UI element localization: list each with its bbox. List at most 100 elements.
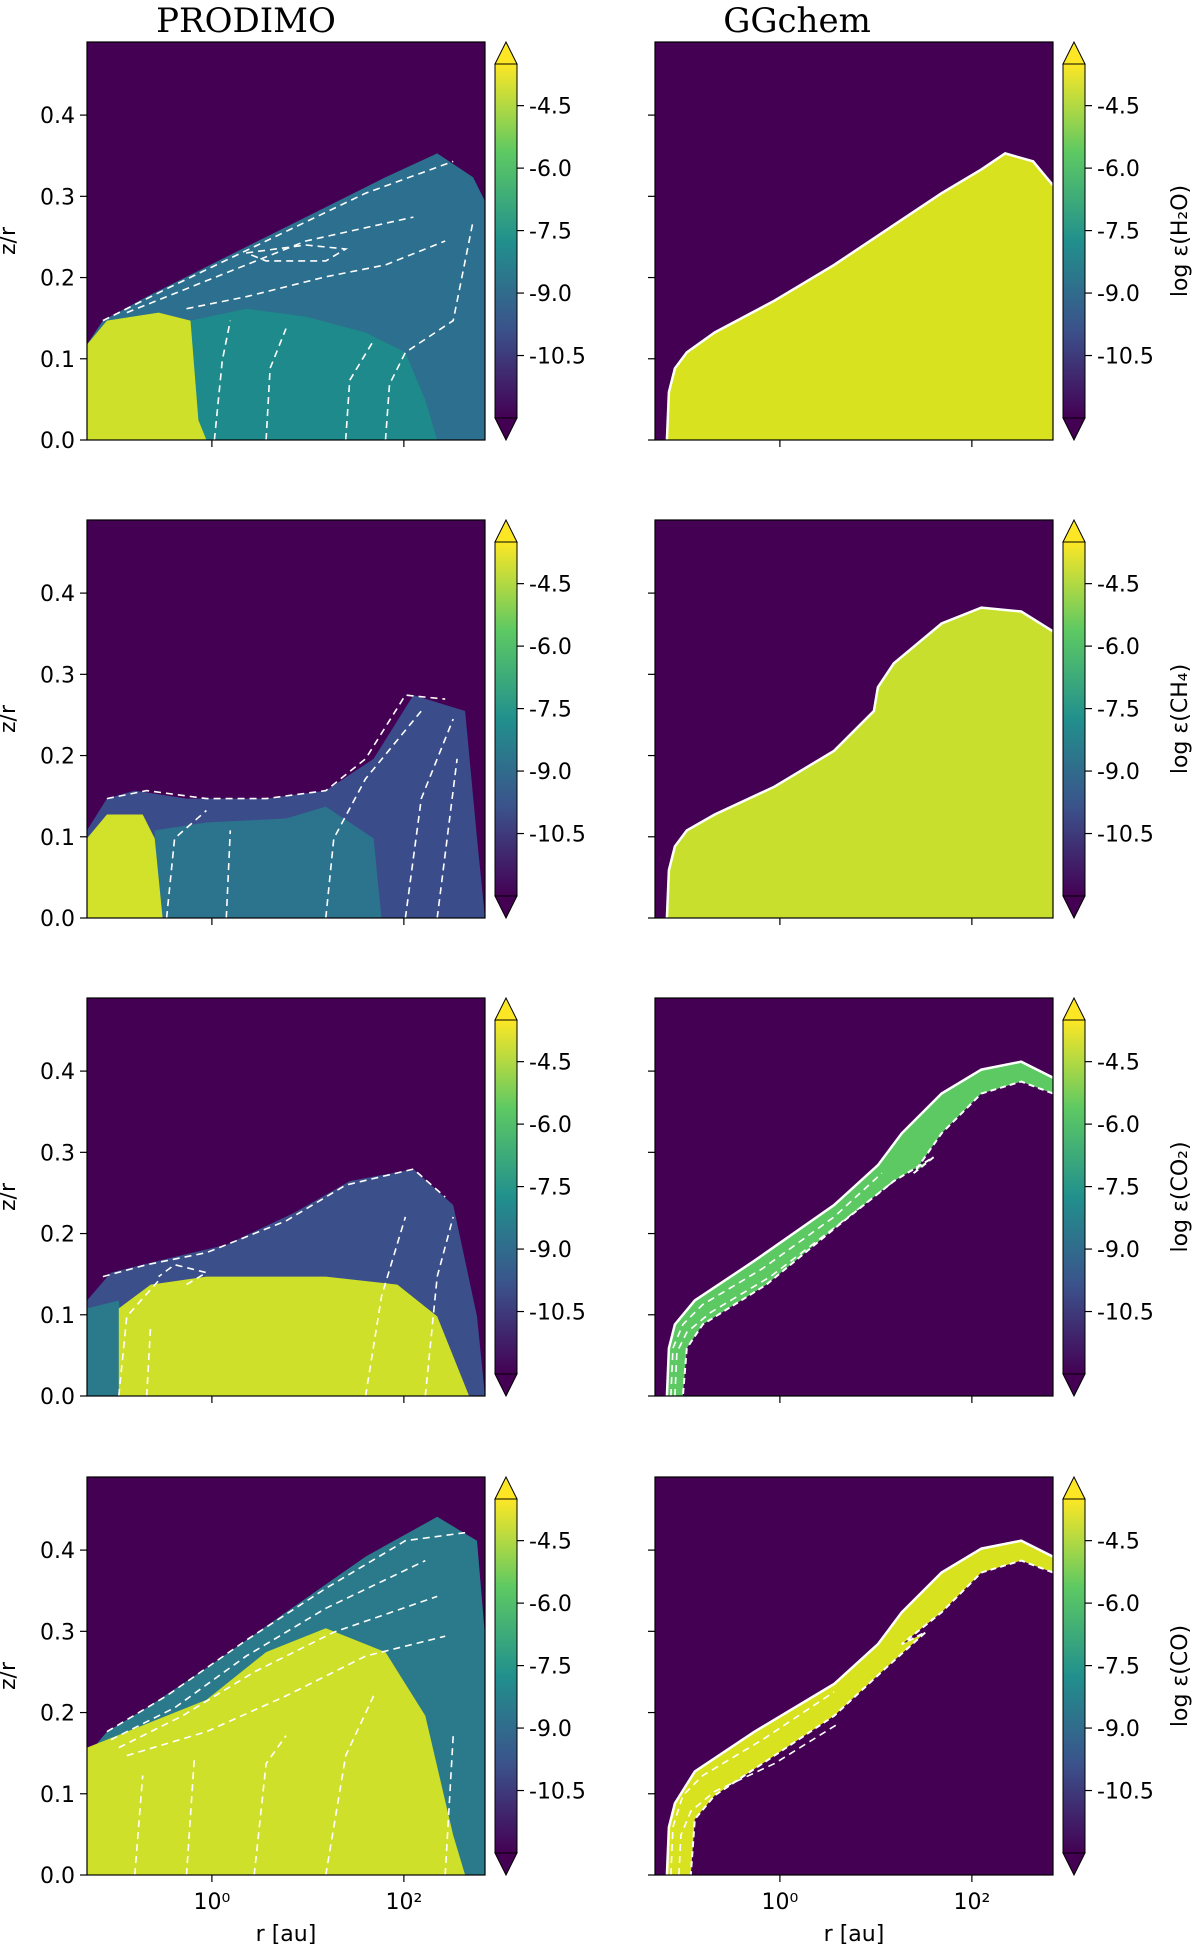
colorbar-extend-bottom: [1062, 1373, 1086, 1398]
y-tick-label: 0.4: [40, 1539, 75, 1564]
colorbar: -4.5 -6.0 -7.5 -9.0 -10.5 log ε(H₂O): [1062, 40, 1193, 442]
contour-line: [110, 1559, 426, 1741]
colorbar-tick-label: -7.5: [529, 1176, 572, 1201]
abundance-region: [666, 153, 1053, 440]
contour-line: [325, 1695, 375, 1875]
y-tick-label: 0.0: [40, 1864, 75, 1889]
contour-line: [384, 220, 474, 440]
colorbar-tick-label: -6.0: [1097, 1113, 1140, 1138]
colorbar-tick-label: -10.5: [529, 1780, 586, 1805]
abundance-region-mid: [154, 806, 382, 918]
heatmap-panel-prodimo-co: 0.0 0.1 0.2 0.3 0.4 10⁰ 10² z/r r [au] -4.5 -6.0 -7…: [0, 1475, 586, 1947]
x-tick-label: 10²: [385, 1890, 422, 1915]
axes-frame: [654, 1476, 1054, 1876]
contour-line: [436, 758, 458, 918]
y-tick-label: 0.1: [40, 826, 75, 851]
colorbar: -4.5 -6.0 -7.5 -9.0 -10.5: [494, 996, 586, 1398]
contour-line: [665, 1060, 1053, 1396]
colorbar: -4.5 -6.0 -7.5 -9.0 -10.5 log ε(CO₂): [1062, 996, 1193, 1398]
colorbar-tick-label: -9.0: [529, 1238, 572, 1263]
colorbar-tick-label: -7.5: [529, 698, 572, 723]
y-tick-label: 0.0: [40, 907, 75, 932]
contour-line: [134, 1775, 144, 1875]
axes-frame: [86, 1476, 486, 1876]
axes-frame: [654, 997, 1054, 1397]
contour-line: [165, 809, 207, 918]
axes-frame: [654, 41, 1054, 441]
contour-line: [245, 244, 349, 262]
x-axis-label: r [au]: [824, 1922, 885, 1947]
y-tick-label: 0.3: [40, 1620, 75, 1645]
y-tick-label: 0.2: [40, 745, 75, 770]
colorbar-tick-label: -4.5: [1097, 573, 1140, 598]
contour-line: [665, 606, 1053, 918]
colorbar-tick-label: -10.5: [529, 823, 586, 848]
colorbar-tick-label: -4.5: [1097, 1530, 1140, 1555]
colorbar-tick-label: -10.5: [529, 345, 586, 370]
axes-frame: [86, 41, 486, 441]
colorbar-tick-label: -9.0: [1097, 1238, 1140, 1263]
colorbar-tick-label: -4.5: [529, 573, 572, 598]
y-tick-label: 0.2: [40, 1223, 75, 1248]
abundance-region: [666, 607, 1053, 918]
axes-frame: [654, 519, 1054, 919]
contour-line: [213, 320, 232, 440]
axes-frame: [86, 519, 486, 919]
contour-line: [225, 830, 232, 918]
colorbar-extend-bottom: [494, 1373, 518, 1398]
colorbar-extend-top: [1062, 996, 1086, 1021]
contour-line: [106, 1531, 466, 1733]
colorbar-tick-label: -6.0: [1097, 157, 1140, 182]
contour-line: [185, 1755, 196, 1875]
colorbar-extend-bottom: [494, 417, 518, 442]
colorbar-tick-label: -6.0: [1097, 1592, 1140, 1617]
colorbar-tick-label: -9.0: [1097, 282, 1140, 307]
colorbar-tick-label: -4.5: [529, 1051, 572, 1076]
colorbar-tick-label: -7.5: [529, 1655, 572, 1680]
colorbar-tick-label: -7.5: [1097, 698, 1140, 723]
colorbar-tick-label: -9.0: [529, 1717, 572, 1742]
colorbar-tick-label: -9.0: [529, 760, 572, 785]
column-title-ggchem: GGchem: [723, 1, 871, 41]
colorbar-extend-top: [494, 996, 518, 1021]
contour-line: [102, 160, 454, 322]
contour-line: [689, 1559, 1053, 1875]
colorbar-tick-label: -10.5: [1097, 345, 1154, 370]
colorbar-extend-bottom: [494, 895, 518, 920]
y-tick-label: 0.4: [40, 1060, 75, 1085]
contour-line: [118, 1280, 160, 1396]
colorbar-label: log ε(H₂O): [1168, 185, 1193, 297]
colorbar-tick-label: -6.0: [529, 1113, 572, 1138]
contour-line: [158, 1263, 209, 1286]
y-tick-label: 0.4: [40, 104, 75, 129]
y-tick-label: 0.1: [40, 1783, 75, 1808]
colorbar-extend-top: [1062, 1475, 1086, 1500]
colorbar-tick-label: -7.5: [1097, 1176, 1140, 1201]
contour-line: [670, 1691, 835, 1875]
axes-frame: [86, 997, 486, 1397]
colorbar-tick-label: -6.0: [529, 157, 572, 182]
y-axis-label: z/r: [0, 1661, 21, 1690]
contour-line: [265, 328, 287, 440]
y-tick-label: 0.3: [40, 663, 75, 688]
colorbar-tick-label: -10.5: [1097, 823, 1154, 848]
heatmap-panel-prodimo-ch4: 0.0 0.1 0.2 0.3 0.4 z/r -4.5 -6.0 -7.5 -9.0 -10.5: [0, 518, 586, 932]
y-tick-label: 0.3: [40, 1141, 75, 1166]
colorbar-tick-label: -4.5: [529, 1530, 572, 1555]
x-axis-label: r [au]: [256, 1922, 317, 1947]
colorbar-extend-top: [494, 40, 518, 65]
colorbar-tick-label: -9.0: [1097, 760, 1140, 785]
y-tick-label: 0.0: [40, 1385, 75, 1410]
y-tick-label: 0.1: [40, 1304, 75, 1329]
contour-line: [364, 1216, 407, 1396]
contour-line: [325, 710, 422, 918]
heatmap-panel-ggchem-ch4: -4.5 -6.0 -7.5 -9.0 -10.5 log ε(CH₄): [648, 518, 1193, 925]
contour-line: [253, 1735, 287, 1875]
colorbar-tick-label: -6.0: [1097, 635, 1140, 660]
colorbar: -4.5 -6.0 -7.5 -9.0 -10.5 log ε(CO): [1062, 1475, 1193, 1877]
heatmap-panel-prodimo-h2o: 0.0 0.1 0.2 0.3 0.4 z/r -4.5 -6.0 -7.5 -9.0 -10.5: [0, 40, 586, 454]
colorbar-extend-top: [494, 1475, 518, 1500]
y-axis-label: z/r: [0, 704, 21, 733]
y-axis-label: z/r: [0, 1182, 21, 1211]
